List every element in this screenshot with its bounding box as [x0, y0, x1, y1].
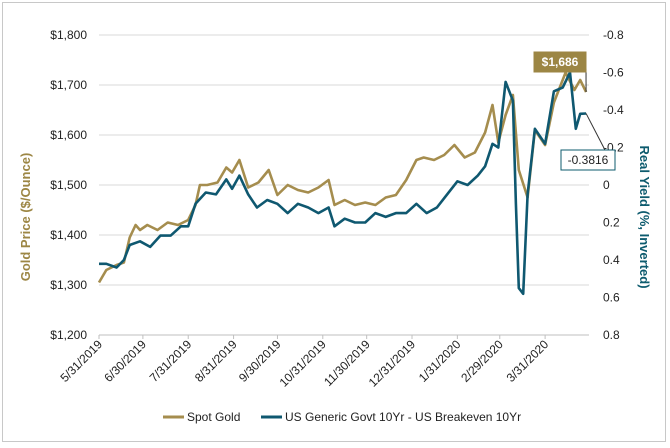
- right-axis-title: Real Yield (%, Inverted): [637, 145, 652, 288]
- right-tick-label: -0.8: [603, 28, 624, 42]
- right-tick-label: 0.6: [603, 291, 620, 305]
- left-tick-label: $1,600: [50, 128, 87, 142]
- right-tick-label: -0.6: [603, 66, 624, 80]
- series-lines: [99, 73, 586, 294]
- legend: Spot Gold US Generic Govt 10Yr - US Brea…: [163, 410, 521, 424]
- right-tick-label: 0.4: [603, 253, 620, 267]
- x-tick-label: 6/30/2019: [101, 337, 149, 385]
- chart-frame: $1,200 $1,300 $1,400 $1,500 $1,600 $1,700 $1,8…: [2, 2, 666, 442]
- left-axis-title: Gold Price ($/Ounce): [18, 153, 33, 282]
- left-tick-label: $1,700: [50, 78, 87, 92]
- right-tick-label: 0.2: [603, 216, 620, 230]
- legend-label-spot-gold: Spot Gold: [187, 410, 240, 424]
- series-line-real-yield: [99, 73, 586, 294]
- x-tick-label: 1/31/2020: [416, 337, 464, 385]
- x-tick-label: 5/31/2019: [57, 337, 105, 385]
- left-tick-label: $1,400: [50, 228, 87, 242]
- left-tick-label: $1,800: [50, 28, 87, 42]
- right-tick-label: 0.8: [603, 328, 620, 342]
- right-tick-label: 0: [603, 178, 610, 192]
- x-tick-label: 7/31/2019: [147, 337, 195, 385]
- left-tick-label: $1,300: [50, 278, 87, 292]
- gold-vs-real-yield-chart: $1,200 $1,300 $1,400 $1,500 $1,600 $1,700 $1,8…: [3, 3, 667, 443]
- legend-label-real-yield: US Generic Govt 10Yr - US Breakeven 10Yr: [285, 410, 521, 424]
- x-tick-label: 12/31/2019: [366, 337, 419, 390]
- left-tick-label: $1,500: [50, 178, 87, 192]
- annotation-label: $1,686: [542, 55, 579, 69]
- annotation-leader: [586, 113, 605, 150]
- x-tick-label: 2/29/2020: [458, 337, 506, 385]
- x-tick-label: 11/30/2019: [321, 337, 373, 389]
- x-tick-label: 10/31/2019: [277, 337, 330, 390]
- x-tick-label: 3/31/2020: [504, 337, 552, 385]
- x-tick-label: 8/31/2019: [192, 337, 240, 385]
- x-tick-label: 9/30/2019: [236, 337, 284, 385]
- annotation-label: -0.3816: [568, 153, 609, 167]
- right-tick-label: -0.4: [603, 103, 624, 117]
- x-axis-ticks: 5/31/20196/30/20197/31/20198/31/20199/30…: [57, 335, 589, 390]
- left-axis-ticks: $1,200 $1,300 $1,400 $1,500 $1,600 $1,700 $1,8…: [50, 28, 87, 342]
- right-axis-ticks: -0.8-0.6-0.4-0.200.20.40.60.8: [603, 28, 624, 342]
- left-tick-label: $1,200: [50, 328, 87, 342]
